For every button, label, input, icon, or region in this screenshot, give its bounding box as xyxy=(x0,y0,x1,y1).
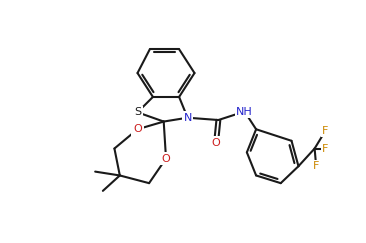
Text: S: S xyxy=(134,107,141,117)
Text: F: F xyxy=(322,126,329,136)
Text: NH: NH xyxy=(236,106,253,117)
Text: F: F xyxy=(313,161,320,171)
Text: O: O xyxy=(133,124,142,134)
Text: N: N xyxy=(183,113,192,123)
Text: O: O xyxy=(212,138,220,148)
Text: O: O xyxy=(162,154,171,164)
Text: F: F xyxy=(322,144,329,154)
